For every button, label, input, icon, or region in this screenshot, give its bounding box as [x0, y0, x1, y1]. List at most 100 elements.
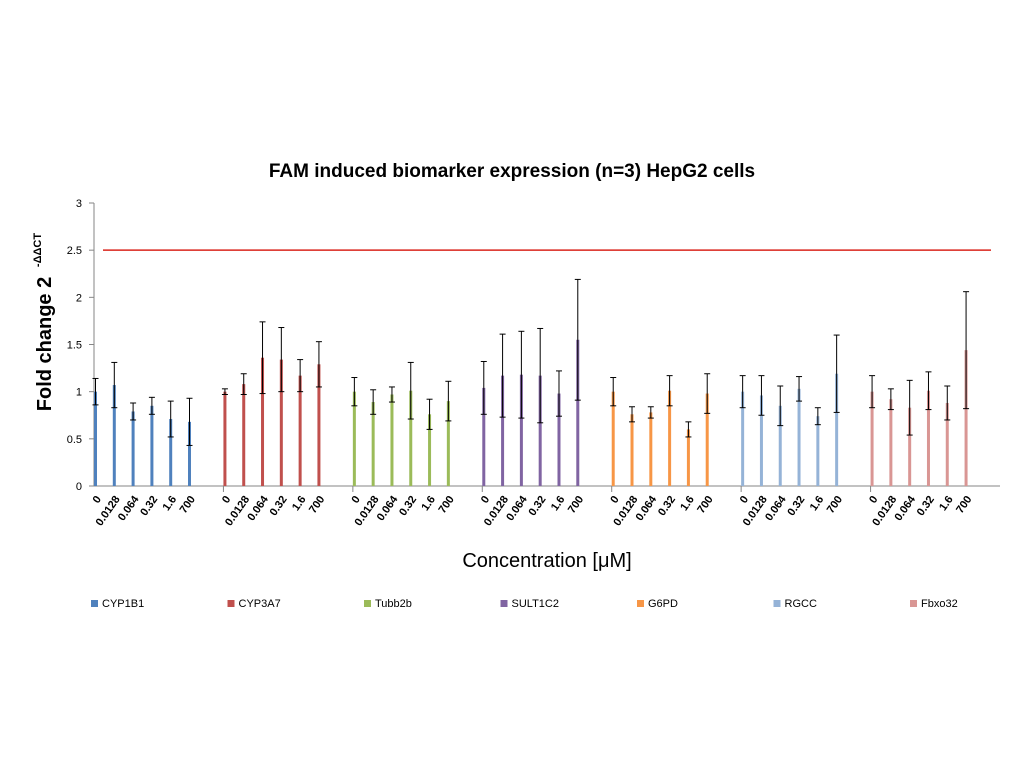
bar [390, 394, 394, 486]
legend-swatch [227, 600, 235, 607]
x-tick-label: 700 [695, 494, 715, 516]
bar [908, 407, 912, 486]
x-tick-label: 0 [867, 494, 880, 506]
bar [816, 416, 820, 486]
legend-swatch [910, 600, 917, 607]
bar [926, 390, 930, 486]
bar [630, 414, 634, 486]
legend-swatch [364, 600, 371, 607]
y-tick-label: 0.5 [67, 434, 82, 446]
x-tick-label: 0 [479, 494, 492, 506]
bar [835, 373, 839, 486]
bar [741, 391, 745, 486]
y-tick-label: 2 [76, 292, 82, 304]
legend-swatch [773, 600, 781, 607]
bar [576, 339, 580, 486]
legend: CYP1B1 CYP3A7 Tubb2b SULT1C2 G6PD RGCC Fbxo32 [91, 598, 958, 610]
bar [797, 388, 801, 486]
x-tick-label: 0.32 [656, 494, 678, 518]
bar [298, 375, 302, 486]
x-tick-label: 0.32 [527, 494, 549, 518]
bar [279, 359, 283, 486]
bar [131, 411, 135, 486]
y-axis-title-superscript: -ΔΔCT [32, 233, 44, 267]
bar [112, 385, 116, 486]
legend-swatch [91, 600, 98, 607]
legend-label: G6PD [648, 598, 678, 610]
y-tick-label: 2.5 [67, 245, 82, 257]
x-tick-label: 700 [436, 494, 456, 516]
bar [261, 357, 265, 486]
x-tick-label: 1.6 [290, 494, 309, 513]
bar [223, 391, 227, 486]
chart-title: FAM induced biomarker expression (n=3) H… [269, 161, 755, 182]
bar [428, 414, 432, 486]
bar [870, 391, 874, 486]
bar [649, 412, 653, 486]
bar [446, 401, 450, 486]
x-tick-label: 1.6 [549, 494, 568, 513]
y-axis-title: Fold change 2 [34, 277, 56, 411]
x-tick-label: 0.32 [785, 494, 807, 518]
x-tick-label: 0.32 [915, 494, 937, 518]
x-tick-label: 0.064 [504, 493, 530, 523]
bar [538, 375, 542, 486]
bar [705, 393, 709, 486]
legend-label: CYP1B1 [102, 598, 144, 610]
x-tick-label: 0.32 [268, 494, 290, 518]
bar [317, 364, 321, 486]
x-tick-label: 0.064 [375, 493, 401, 523]
legend-item: Tubb2b [364, 598, 412, 610]
legend-swatch [637, 600, 644, 607]
x-axis-title: Concentration [μM] [462, 550, 631, 572]
bar [964, 350, 968, 486]
x-tick-label: 0.064 [893, 493, 919, 523]
bar [686, 429, 690, 486]
x-tick-label: 700 [954, 494, 974, 516]
bar [759, 395, 763, 486]
bar [242, 384, 246, 486]
x-tick-label: 0.064 [116, 493, 142, 523]
bar [188, 421, 191, 486]
bar [352, 391, 356, 486]
bar [611, 391, 615, 486]
y-axis-label: Fold change 2 -ΔΔCT [32, 233, 56, 412]
y-tick-label: 1.5 [67, 340, 82, 352]
y-tick-label: 1 [76, 387, 82, 399]
bar [169, 419, 173, 486]
bar [482, 387, 486, 486]
x-tick-label: 0 [220, 494, 233, 506]
legend-swatch [500, 600, 508, 607]
legend-item: SULT1C2 [500, 598, 559, 610]
x-tick-label: 1.6 [937, 494, 956, 513]
legend-label: Fbxo32 [921, 598, 958, 610]
x-tick-label: 700 [825, 494, 845, 516]
legend-item: RGCC [773, 598, 817, 610]
bar [668, 390, 672, 486]
x-tick-label: 0 [608, 494, 621, 506]
y-tick-label: 0 [76, 481, 82, 493]
legend-item: CYP3A7 [227, 598, 281, 610]
legend-label: SULT1C2 [512, 598, 559, 610]
bar [94, 391, 97, 486]
legend-item: G6PD [637, 598, 678, 610]
x-tick-label: 700 [566, 494, 586, 516]
bar [889, 399, 893, 486]
bar [519, 374, 523, 486]
bar [150, 405, 154, 486]
bar [557, 393, 561, 486]
x-tick-label: 0 [349, 494, 362, 506]
legend-label: CYP3A7 [239, 598, 281, 610]
x-tick-label: 0 [91, 494, 104, 506]
legend-label: Tubb2b [375, 598, 412, 610]
x-tick-label: 1.6 [161, 494, 180, 513]
x-tick-label: 700 [307, 494, 327, 516]
x-tick-label: 1.6 [419, 494, 438, 513]
x-tick-label: 0.32 [138, 494, 160, 518]
bar [778, 405, 782, 486]
x-tick-label: 0.064 [763, 493, 789, 523]
x-tick-label: 0 [738, 494, 751, 506]
legend-item: Fbxo32 [910, 598, 958, 610]
